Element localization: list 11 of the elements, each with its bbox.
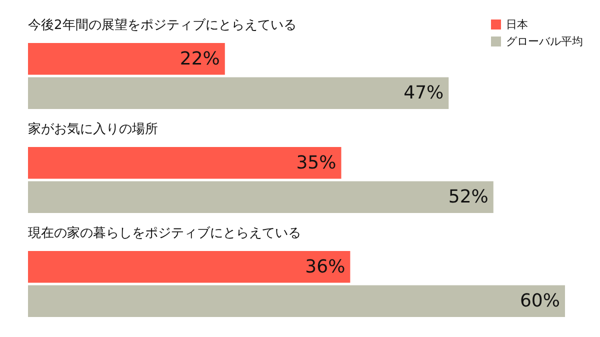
- legend-label: グローバル平均: [506, 35, 583, 48]
- data-label: 47%: [404, 82, 444, 104]
- data-label: 22%: [180, 48, 220, 70]
- data-label: 52%: [448, 186, 488, 208]
- data-label: 60%: [520, 290, 560, 312]
- legend-label: 日本: [506, 18, 528, 31]
- y-tick-label: 現在の家の暮らしをポジティブにとらえている: [28, 225, 301, 241]
- data-label: 35%: [296, 152, 336, 174]
- y-tick-label: 家がお気に入りの場所: [28, 121, 158, 137]
- data-label: 36%: [305, 256, 346, 278]
- y-tick-label: 今後2年間の展望をポジティブにとらえている: [28, 18, 296, 33]
